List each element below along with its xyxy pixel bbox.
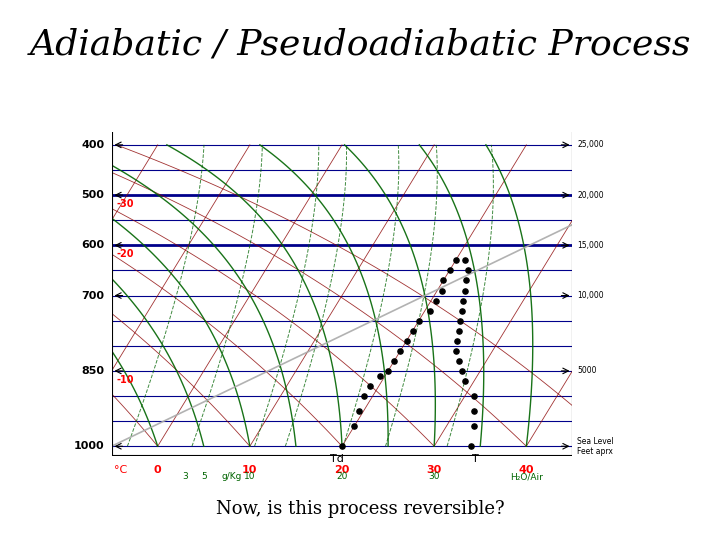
Point	[465, 442, 477, 450]
Point	[395, 347, 406, 355]
Text: 40: 40	[518, 465, 534, 475]
Point	[468, 422, 480, 430]
Point	[430, 296, 441, 305]
Point	[436, 286, 448, 295]
Text: 500: 500	[81, 190, 104, 200]
Text: Adiabatic / Pseudoadiabatic Process: Adiabatic / Pseudoadiabatic Process	[30, 27, 690, 61]
Point	[382, 367, 394, 375]
Point	[454, 316, 466, 325]
Text: 5000: 5000	[577, 367, 596, 375]
Point	[453, 326, 464, 335]
Text: -10: -10	[116, 375, 134, 385]
Text: 25,000: 25,000	[577, 140, 603, 150]
Point	[468, 407, 480, 415]
Text: °C: °C	[114, 465, 127, 475]
Text: 20: 20	[336, 472, 348, 481]
Text: g/Kg: g/Kg	[221, 472, 242, 481]
Text: T: T	[472, 454, 479, 464]
Point	[468, 392, 480, 400]
Text: 30: 30	[426, 465, 442, 475]
Text: 20,000: 20,000	[577, 191, 603, 200]
Text: Td: Td	[330, 454, 344, 464]
Point	[456, 367, 467, 375]
Point	[462, 266, 474, 275]
Text: 20: 20	[334, 465, 350, 475]
Point	[424, 306, 436, 315]
Point	[456, 306, 467, 315]
Point	[450, 256, 462, 265]
Text: 15,000: 15,000	[577, 241, 603, 250]
Point	[374, 372, 386, 380]
Point	[407, 326, 418, 335]
Text: 5: 5	[201, 472, 207, 481]
Point	[353, 407, 364, 415]
Point	[461, 276, 472, 285]
Text: 10: 10	[242, 465, 258, 475]
Point	[438, 276, 449, 285]
Text: 850: 850	[81, 366, 104, 376]
Text: Sea Level
Feet aprx: Sea Level Feet aprx	[577, 436, 613, 456]
Point	[458, 296, 469, 305]
Point	[364, 382, 375, 390]
Point	[401, 336, 413, 345]
Text: -30: -30	[116, 199, 134, 209]
Point	[451, 336, 463, 345]
Point	[348, 422, 360, 430]
Point	[459, 376, 471, 385]
Text: H₂O/Air: H₂O/Air	[510, 472, 543, 481]
Point	[453, 356, 464, 365]
Point	[389, 356, 400, 365]
Text: 10: 10	[244, 472, 256, 481]
Text: 0: 0	[154, 465, 161, 475]
Text: 400: 400	[81, 140, 104, 150]
Text: 700: 700	[81, 291, 104, 301]
Text: 10,000: 10,000	[577, 291, 603, 300]
Point	[413, 316, 425, 325]
Text: 30: 30	[428, 472, 440, 481]
Point	[358, 392, 369, 400]
Text: -20: -20	[116, 249, 134, 259]
Point	[336, 442, 348, 450]
Text: 3: 3	[182, 472, 188, 481]
Text: 1000: 1000	[73, 441, 104, 451]
Text: Now, is this process reversible?: Now, is this process reversible?	[216, 501, 504, 518]
Point	[459, 256, 471, 265]
Point	[444, 266, 455, 275]
Text: 600: 600	[81, 240, 104, 251]
Point	[450, 347, 462, 355]
Point	[459, 286, 471, 295]
